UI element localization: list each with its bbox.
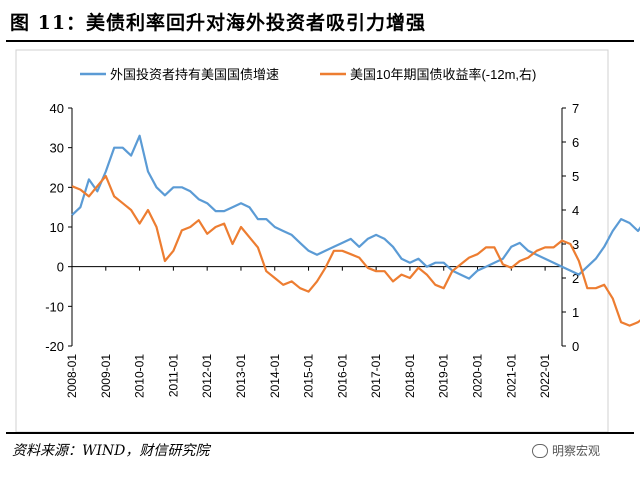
left-tick-label: -10 bbox=[45, 299, 64, 314]
top-divider bbox=[6, 40, 634, 42]
left-tick-label: -20 bbox=[45, 339, 64, 354]
x-tick-label: 2016-01 bbox=[335, 354, 349, 398]
right-tick-label: 5 bbox=[572, 169, 579, 184]
x-tick-label: 2009-01 bbox=[99, 354, 113, 398]
legend-label: 美国10年期国债收益率(-12m,右) bbox=[350, 67, 536, 82]
x-tick-label: 2010-01 bbox=[133, 354, 147, 398]
right-tick-label: 7 bbox=[572, 101, 579, 116]
x-tick-label: 2020-01 bbox=[471, 354, 485, 398]
left-tick-label: 20 bbox=[50, 180, 64, 195]
series-foreign-holdings-growth-line bbox=[71, 134, 640, 280]
x-tick-label: 2014-01 bbox=[268, 354, 282, 398]
x-tick-label: 2008-01 bbox=[65, 354, 79, 398]
bottom-divider bbox=[6, 432, 634, 434]
x-tick-label: 2019-01 bbox=[437, 354, 451, 398]
right-tick-label: 6 bbox=[572, 135, 579, 150]
left-tick-label: 40 bbox=[50, 101, 64, 116]
x-tick-label: 2017-01 bbox=[369, 354, 383, 398]
figure-title-bar: 图 11：美债利率回升对海外投资者吸引力增强 bbox=[0, 0, 640, 40]
source-note: 资料来源：WIND，财信研究院 bbox=[12, 443, 210, 459]
right-tick-label: 2 bbox=[572, 271, 579, 286]
wechat-icon bbox=[532, 443, 548, 458]
x-tick-label: 2021-01 bbox=[504, 354, 518, 398]
right-tick-label: 4 bbox=[572, 203, 579, 218]
left-tick-label: 10 bbox=[50, 220, 64, 235]
chart-axes: -20 -10 0 10 20 30 40 0 1 2 3 4 5 6 7 2008-01 2009-01 201… bbox=[45, 101, 579, 398]
series-10y-yield-line bbox=[71, 174, 640, 327]
legend-label: 外国投资者持有美国国债增速 bbox=[110, 67, 279, 82]
x-tick-label: 2013-01 bbox=[234, 354, 248, 398]
left-tick-label: 0 bbox=[57, 260, 64, 275]
x-tick-label: 2015-01 bbox=[302, 354, 316, 398]
line-chart: 外国投资者持有美国国债增速 美国10年期国债收益率(-12m,右) -20 -10 0… bbox=[15, 49, 640, 432]
chart-legend: 外国投资者持有美国国债增速 美国10年期国债收益率(-12m,右) bbox=[80, 67, 536, 82]
x-tick-label: 2012-01 bbox=[200, 354, 214, 398]
chart-series bbox=[71, 134, 640, 327]
right-tick-label: 0 bbox=[572, 339, 579, 354]
left-tick-label: 30 bbox=[50, 141, 64, 156]
right-tick-label: 1 bbox=[572, 305, 579, 320]
x-tick-label: 2022-01 bbox=[538, 354, 552, 398]
x-tick-label: 2018-01 bbox=[403, 354, 417, 398]
watermark-text: 明察宏观 bbox=[552, 444, 601, 458]
watermark: 明察宏观 bbox=[532, 442, 600, 459]
figure-title: 图 11：美债利率回升对海外投资者吸引力增强 bbox=[10, 12, 427, 34]
right-tick-label: 3 bbox=[572, 237, 579, 252]
x-tick-label: 2011-01 bbox=[166, 354, 180, 397]
